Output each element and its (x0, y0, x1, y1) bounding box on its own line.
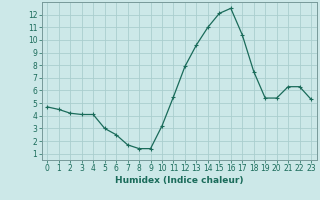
X-axis label: Humidex (Indice chaleur): Humidex (Indice chaleur) (115, 176, 244, 185)
